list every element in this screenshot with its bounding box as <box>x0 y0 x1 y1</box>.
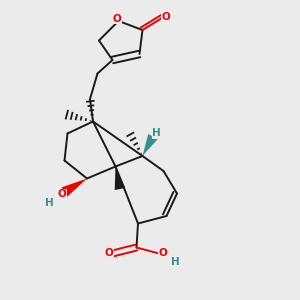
Text: O: O <box>104 248 113 259</box>
Polygon shape <box>142 134 158 156</box>
Polygon shape <box>115 167 125 190</box>
Text: H: H <box>171 256 180 267</box>
Text: H: H <box>45 197 54 208</box>
Text: O: O <box>58 189 67 200</box>
Text: O: O <box>161 11 170 22</box>
Polygon shape <box>62 178 87 196</box>
Text: O: O <box>112 14 122 24</box>
Text: H: H <box>152 128 161 139</box>
Text: O: O <box>158 248 167 259</box>
